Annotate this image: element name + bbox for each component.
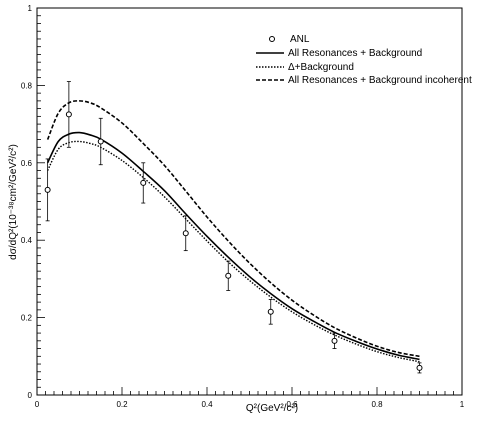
x-tick-label: 0.6 <box>286 400 298 409</box>
theory-curves <box>46 100 420 363</box>
legend-marker-anl <box>269 36 275 42</box>
anl-data-points <box>44 81 423 374</box>
data-point <box>416 364 423 371</box>
plot-frame <box>36 7 463 396</box>
y-tick-label: 1 <box>28 4 33 13</box>
legend-label-anl: ANL <box>290 34 310 45</box>
x-tick-label: 0.4 <box>201 400 213 409</box>
legend-label-all-resonances: All Resonances + Background <box>288 48 422 59</box>
curve-delta-background <box>47 140 420 363</box>
y-tick-label: 0 <box>28 391 33 400</box>
data-point <box>97 138 104 145</box>
curve-incoherent <box>46 100 420 358</box>
data-point <box>65 111 72 118</box>
y-tick-label: 0.2 <box>21 314 33 323</box>
x-tick-label: 0.2 <box>116 400 128 409</box>
data-point <box>44 186 51 193</box>
y-axis-title: dσ/dQ²(10⁻³⁸cm²/GeV²/c²) <box>8 144 19 260</box>
y-tick-label: 0.6 <box>21 159 33 168</box>
data-point <box>331 337 338 344</box>
y-tick-label: 0.8 <box>21 81 33 90</box>
y-axis: 0 0.2 0.4 0.6 0.8 1 <box>21 4 45 400</box>
legend-label-incoherent: All Resonances + Background incoherent <box>288 75 472 86</box>
data-point <box>140 179 147 186</box>
legend-label-delta-background: Δ+Background <box>288 62 354 73</box>
data-point <box>267 308 274 315</box>
data-point <box>225 272 232 279</box>
y-tick-label: 0.4 <box>21 236 33 245</box>
data-point <box>182 230 189 237</box>
x-axis-title: Q²(GeV²/c²) <box>246 403 298 414</box>
curve-all-resonances <box>46 131 420 361</box>
x-tick-label: 0.8 <box>371 400 383 409</box>
x-axis: 0 0.2 0.4 0.6 0.8 1 <box>35 387 465 409</box>
x-tick-label: 0 <box>35 400 40 409</box>
x-tick-label: 1 <box>460 400 465 409</box>
legend: ANL All Resonances + Background Δ+Backgr… <box>256 34 472 86</box>
